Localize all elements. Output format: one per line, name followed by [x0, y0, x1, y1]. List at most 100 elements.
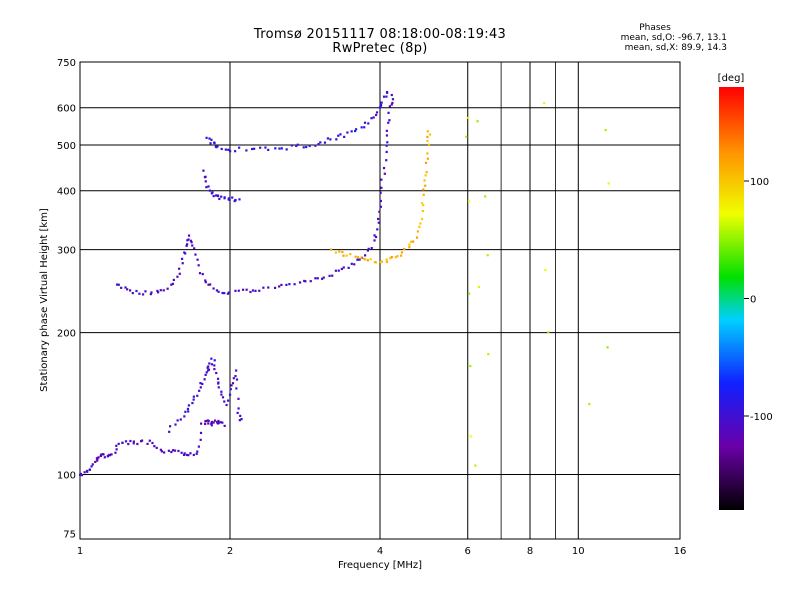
- data-point: [380, 101, 383, 104]
- data-point: [385, 129, 388, 132]
- data-point: [150, 291, 153, 294]
- data-point: [170, 283, 173, 286]
- data-point: [148, 439, 151, 442]
- data-point: [304, 280, 307, 283]
- data-point: [205, 371, 208, 374]
- data-point: [195, 452, 198, 455]
- data-point: [317, 142, 320, 146]
- data-point: [377, 221, 380, 224]
- data-point: [186, 243, 189, 246]
- y-tick-label: 75: [63, 529, 76, 540]
- data-point: [210, 420, 214, 424]
- data-point: [94, 460, 97, 463]
- data-point: [474, 464, 477, 467]
- data-point: [159, 448, 162, 451]
- data-point: [183, 251, 186, 254]
- data-point: [126, 288, 129, 291]
- data-point: [219, 421, 222, 424]
- data-point: [229, 150, 232, 153]
- data-point: [193, 247, 196, 250]
- y-tick-label: 600: [57, 104, 76, 115]
- data-point: [386, 141, 389, 144]
- data-point: [346, 131, 349, 134]
- data-point: [228, 393, 232, 396]
- data-point: [426, 157, 429, 160]
- data-point: [382, 95, 386, 98]
- data-point: [390, 103, 393, 106]
- data-point: [343, 135, 346, 138]
- data-point: [400, 251, 404, 254]
- data-point: [124, 286, 127, 289]
- data-point: [285, 148, 288, 151]
- data-point: [420, 217, 424, 221]
- data-point: [354, 129, 357, 133]
- data-point: [385, 134, 389, 137]
- colorbar-tick-label: 0: [750, 295, 756, 306]
- phase-stats-o-mode: mean, sd,O: -96.7, 13.1: [620, 33, 727, 43]
- colorbar-tick-label: 100: [750, 177, 769, 188]
- data-point: [339, 133, 342, 136]
- data-point: [380, 178, 383, 181]
- data-point: [544, 268, 547, 272]
- y-axis-label: Stationary phase Virtual Height [km]: [39, 208, 50, 392]
- x-tick-label: 6: [465, 546, 471, 557]
- data-point: [385, 260, 389, 264]
- data-point: [360, 126, 363, 129]
- data-point: [469, 364, 472, 368]
- data-point: [426, 139, 429, 143]
- data-point: [203, 176, 207, 179]
- data-point: [543, 101, 546, 105]
- data-point: [380, 260, 384, 263]
- data-point: [183, 452, 186, 455]
- data-point: [385, 159, 388, 162]
- data-point: [331, 274, 334, 277]
- data-point: [208, 362, 211, 365]
- data-point: [221, 421, 224, 424]
- data-point: [172, 278, 175, 281]
- data-point: [187, 238, 190, 241]
- data-point: [469, 435, 472, 438]
- data-point: [319, 141, 322, 144]
- data-point: [213, 419, 217, 422]
- data-point: [176, 275, 179, 278]
- data-point: [409, 240, 413, 243]
- data-point: [241, 288, 245, 291]
- data-point: [367, 247, 370, 250]
- data-point: [321, 277, 324, 280]
- x-tick-label: 1: [77, 546, 83, 557]
- data-point: [293, 283, 296, 286]
- data-point: [127, 442, 130, 446]
- data-point: [295, 144, 298, 148]
- data-point: [588, 403, 591, 406]
- data-point: [210, 357, 213, 360]
- data-point: [425, 171, 428, 174]
- data-point: [201, 382, 204, 386]
- data-point: [168, 430, 171, 433]
- data-point: [314, 144, 317, 147]
- data-point: [108, 454, 112, 457]
- data-point: [217, 382, 220, 385]
- data-point: [356, 258, 359, 261]
- data-point: [199, 422, 203, 425]
- data-point: [237, 289, 240, 292]
- data-point: [376, 228, 379, 231]
- data-point: [80, 474, 84, 477]
- data-point: [168, 425, 172, 428]
- data-point: [179, 418, 182, 421]
- data-point: [379, 103, 383, 107]
- data-point: [234, 289, 237, 292]
- data-point: [213, 141, 216, 145]
- data-point: [217, 386, 220, 389]
- data-point: [369, 258, 372, 261]
- data-point: [234, 150, 237, 153]
- data-point: [211, 191, 214, 194]
- data-point: [486, 254, 489, 257]
- data-point: [132, 440, 135, 443]
- data-point: [249, 290, 252, 294]
- data-point: [209, 142, 212, 145]
- data-point: [212, 287, 215, 290]
- data-point: [86, 470, 89, 473]
- data-point: [604, 128, 607, 132]
- data-point: [197, 445, 200, 448]
